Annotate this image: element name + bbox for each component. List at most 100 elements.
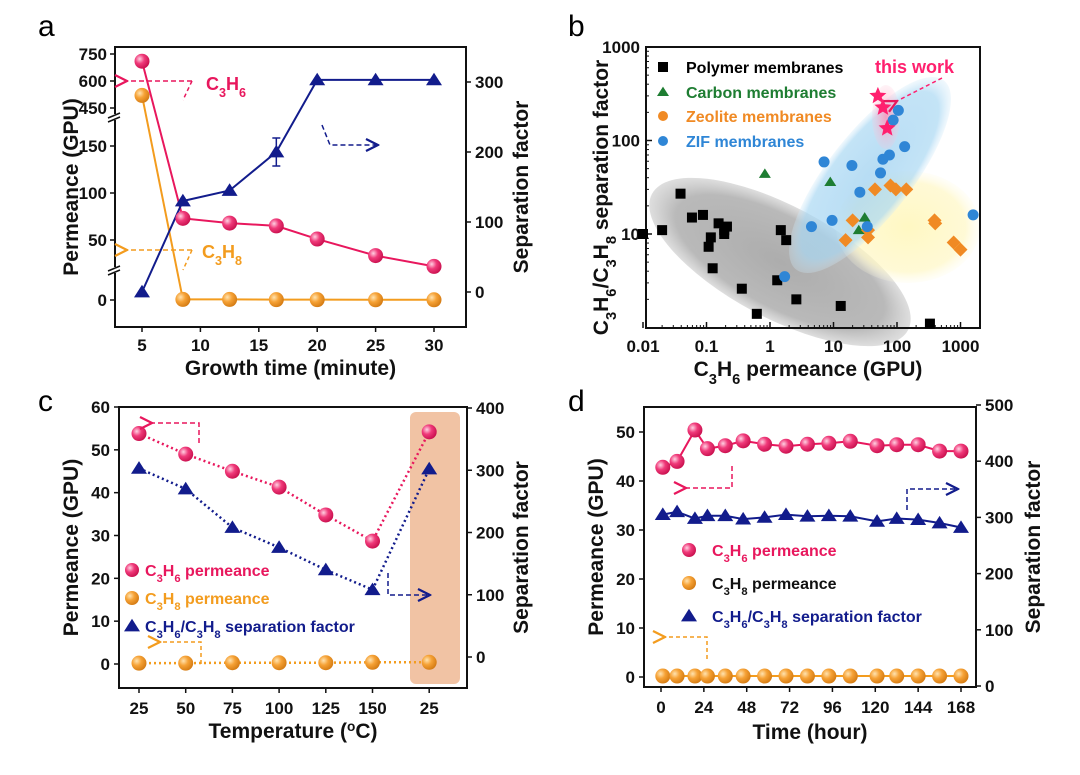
y-tick-label: 40 <box>616 472 635 491</box>
y2-tick-label: 300 <box>475 73 503 92</box>
legend-label-c3h8: C3H8 permeance <box>145 591 270 613</box>
arrow-this-work <box>897 77 943 101</box>
point-c3h6 <box>799 436 815 452</box>
highlight-band <box>410 412 460 684</box>
point-separation-factor <box>224 520 241 533</box>
x-tick-label: 1 <box>765 337 774 356</box>
point-c3h8 <box>821 668 837 684</box>
point-c3h6 <box>134 53 150 69</box>
point-polymer-membranes <box>657 225 668 236</box>
axis-break-mark <box>107 269 121 276</box>
point-zif-membranes <box>846 160 858 172</box>
x-tick-label: 150 <box>358 699 386 718</box>
x-tick-label: 15 <box>249 336 268 355</box>
legend-label: Carbon membranes <box>686 85 836 102</box>
x-tick-label: 75 <box>223 699 242 718</box>
point-c3h6 <box>778 438 794 454</box>
legend-label: Zeolite membranes <box>686 109 832 126</box>
y-axis-title: Permeance (GPU) <box>60 98 83 275</box>
point-zif-membranes <box>899 141 911 153</box>
point-c3h8 <box>932 668 948 684</box>
point-c3h6 <box>757 436 773 452</box>
point-separation-factor <box>888 511 905 524</box>
annotation-this-work: this work <box>875 57 955 77</box>
y-tick-label: 10 <box>621 225 640 244</box>
point-c3h6 <box>309 231 325 247</box>
arrow-c3h8 <box>665 637 708 659</box>
point-separation-factor <box>910 512 927 526</box>
point-separation-factor <box>174 193 191 207</box>
legend-marker-c3h6 <box>125 563 139 577</box>
point-separation-factor <box>953 520 969 533</box>
point-c3h8 <box>309 292 325 308</box>
point-separation-factor <box>131 461 147 474</box>
x-tick-label: 120 <box>861 698 889 717</box>
y2-tick-label: 200 <box>475 143 503 162</box>
x-axis-title: Time (hour) <box>752 721 867 744</box>
line-separation-factor <box>662 510 962 529</box>
point-c3h6 <box>821 435 837 451</box>
line-c3h6 <box>662 428 961 469</box>
y-axis-title: Permeance (GPU) <box>585 458 608 635</box>
point-separation-factor <box>426 72 442 86</box>
point-c3h8 <box>131 655 147 671</box>
point-separation-factor <box>820 508 837 522</box>
point-zif-membranes <box>877 153 889 165</box>
point-separation-factor <box>842 509 859 522</box>
y-tick-label: 0 <box>98 291 107 310</box>
y2-axis-title: Separation factor <box>510 461 533 634</box>
point-c3h6 <box>268 218 284 234</box>
point-c3h8 <box>178 655 194 671</box>
y-tick-label: 40 <box>91 484 110 503</box>
point-separation-factor <box>686 511 703 524</box>
point-zeolite-membranes <box>861 230 876 245</box>
point-carbon-membranes <box>758 168 771 178</box>
y2-tick-label: 300 <box>985 508 1013 527</box>
legend-label-c3h6: C3H6 permeance <box>712 543 837 565</box>
x-tick-label: 168 <box>947 698 975 717</box>
plot-frame <box>645 46 981 329</box>
point-c3h6 <box>368 248 384 264</box>
point-c3h6 <box>175 210 191 226</box>
y-axis-title-text: Permeance (GPU) <box>585 458 608 635</box>
point-polymer-membranes <box>675 188 686 199</box>
point-separation-factor <box>735 511 752 525</box>
x-tick-label: 1000 <box>942 337 980 356</box>
x-tick-label: 144 <box>904 698 933 717</box>
point-polymer-membranes <box>781 235 792 246</box>
y2-tick-label: 100 <box>985 621 1013 640</box>
point-separation-factor <box>699 508 716 522</box>
y-tick-label: 60 <box>91 398 110 417</box>
x-tick-label: 0.01 <box>626 337 659 356</box>
point-c3h8 <box>222 291 238 307</box>
point-c3h8 <box>757 668 773 684</box>
point-c3h8 <box>268 292 284 308</box>
x-tick-label: 50 <box>176 699 195 718</box>
panel-label-d: d <box>568 385 585 418</box>
legend-marker-c3h6 <box>682 543 696 557</box>
legend-marker-separation-factor <box>681 608 697 622</box>
x-axis-title: C3H6 permeance (GPU) <box>694 358 923 388</box>
y-tick-label: 750 <box>79 45 107 64</box>
point-c3h6 <box>910 437 926 453</box>
x-tick-label: 125 <box>312 699 340 718</box>
axis-break-mark <box>107 265 121 272</box>
point-zif-membranes <box>854 186 866 198</box>
point-carbon-membranes <box>852 224 865 235</box>
point-c3h8 <box>910 668 926 684</box>
y-axis-title: C3H6/C3H8 separation factor <box>590 60 620 335</box>
y-tick-label: 600 <box>79 72 107 91</box>
point-zif-membranes <box>887 114 899 126</box>
point-separation-factor <box>367 72 384 86</box>
y-tick-label: 10 <box>91 612 110 631</box>
point-polymer-membranes <box>751 308 762 319</box>
point-c3h8 <box>669 668 685 684</box>
legend-label-c3h8: C3H8 permeance <box>712 576 837 598</box>
point-c3h6 <box>735 433 751 449</box>
point-polymer-membranes <box>835 300 846 311</box>
point-c3h6 <box>699 441 715 457</box>
point-c3h8 <box>687 668 703 684</box>
point-c3h8 <box>889 668 905 684</box>
arrow-c3h6 <box>686 466 733 488</box>
point-zif-membranes <box>779 271 791 283</box>
